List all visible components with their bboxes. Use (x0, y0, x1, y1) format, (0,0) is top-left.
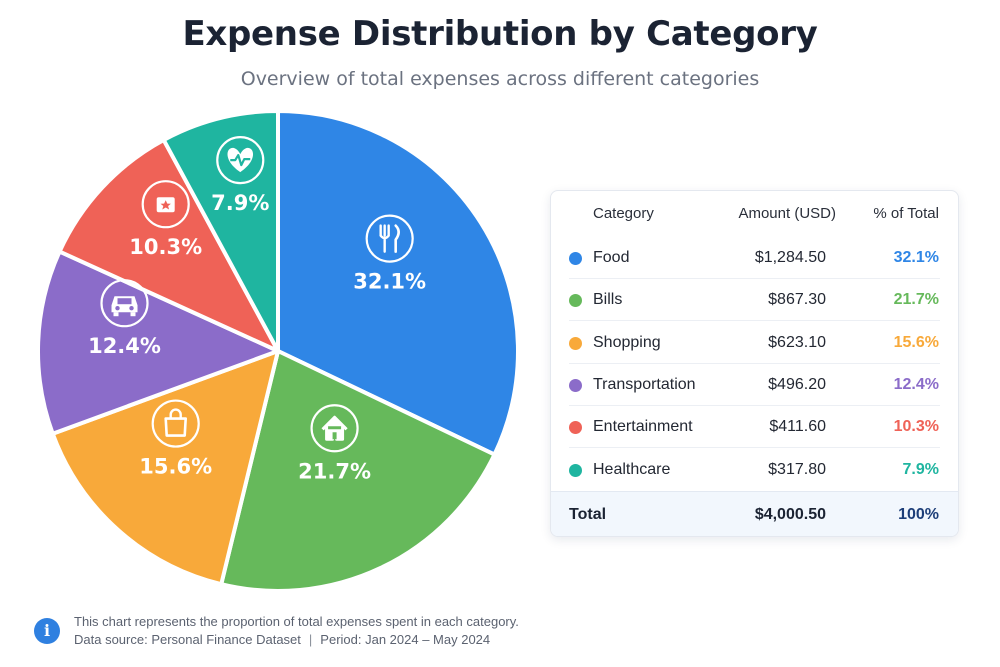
table-row-entertainment: Entertainment $411.60 10.3% (551, 406, 958, 449)
chart-title: Expense Distribution by Category (182, 14, 818, 54)
car-icon (100, 279, 149, 328)
slice-label-transportation: 12.4% (88, 334, 161, 358)
row-divider (569, 447, 940, 449)
heart-pulse-icon (216, 136, 265, 185)
total-label: Total (569, 506, 607, 523)
category-percent: 15.6% (893, 333, 939, 351)
slice-label-entertainment: 10.3% (129, 235, 202, 259)
category-amount: $1,284.50 (754, 249, 826, 266)
category-percent: 10.3% (893, 418, 939, 436)
table-row-shopping: Shopping $623.10 15.6% (551, 322, 958, 364)
category-amount: $411.60 (769, 418, 826, 436)
footnote-description: This chart represents the proportion of … (74, 614, 519, 629)
header-percent: % of Total (873, 205, 939, 222)
legend-dot (569, 378, 582, 392)
table-header: Category Amount (USD) % of Total (551, 191, 958, 237)
pie-chart: 32.1% 21.7% 15.6% 12.4% 10.3% 7.9% (30, 103, 526, 599)
category-name: Bills (593, 291, 623, 309)
shopping-bag-icon (151, 399, 200, 448)
footnote: i This chart represents the proportion o… (34, 612, 654, 652)
category-name: Food (593, 249, 630, 266)
legend-dot (569, 421, 582, 435)
footnote-source-line: Data source: Personal Finance Dataset | Pe… (74, 632, 490, 647)
pie-slice-bills (219, 349, 497, 593)
header-category: Category (593, 205, 654, 222)
row-divider (569, 278, 940, 279)
category-percent: 32.1% (893, 249, 939, 266)
info-icon: i (34, 618, 60, 644)
category-name: Transportation (593, 375, 696, 393)
category-amount: $867.30 (768, 291, 826, 309)
row-divider (569, 362, 940, 364)
legend-dot (569, 294, 582, 308)
table-row-transportation: Transportation $496.20 12.4% (551, 364, 958, 406)
category-amount: $623.10 (768, 333, 826, 351)
table-total-row: Total $4,000.50 100% (551, 491, 958, 536)
legend-dot (569, 336, 582, 350)
table-row-healthcare: Healthcare $317.80 7.9% (551, 449, 958, 491)
category-name: Entertainment (593, 418, 693, 436)
category-percent: 21.7% (893, 291, 939, 309)
category-name: Healthcare (593, 460, 671, 478)
slice-label-food: 32.1% (353, 270, 426, 294)
slice-label-shopping: 15.6% (139, 455, 212, 479)
table-row-food: Food $1,284.50 32.1% (551, 237, 958, 279)
pie-slice-entertainment (57, 137, 280, 353)
footnote-source: Data source: Personal Finance Dataset (74, 632, 301, 647)
pie-slice-food (276, 109, 520, 457)
pie-slice-shopping (50, 349, 280, 587)
slice-label-healthcare: 7.9% (211, 191, 269, 215)
home-icon (310, 404, 359, 453)
row-divider (569, 320, 940, 322)
legend-table: Category Amount (USD) % of Total Food $1,… (550, 190, 959, 537)
total-amount: $4,000.50 (754, 506, 826, 523)
legend-dot (569, 463, 582, 477)
category-amount: $496.20 (768, 375, 826, 393)
utensils-icon (365, 214, 414, 263)
total-percent: 100% (898, 506, 939, 523)
legend-dot (569, 252, 582, 265)
ticket-icon (141, 180, 190, 229)
pie-slice-healthcare (161, 109, 280, 353)
category-percent: 7.9% (902, 460, 939, 478)
pie-slice-transportation (36, 249, 280, 436)
category-percent: 12.4% (893, 375, 939, 393)
header-amount: Amount (USD) (738, 205, 836, 222)
category-amount: $317.80 (768, 460, 826, 478)
category-name: Shopping (593, 333, 661, 351)
footnote-period: Period: Jan 2024 – May 2024 (320, 632, 491, 647)
row-divider (569, 404, 940, 406)
footnote-separator: | (308, 632, 313, 647)
slice-label-bills: 21.7% (298, 459, 371, 483)
chart-subtitle: Overview of total expenses across differ… (240, 68, 760, 90)
table-row-bills: Bills $867.30 21.7% (551, 279, 958, 322)
